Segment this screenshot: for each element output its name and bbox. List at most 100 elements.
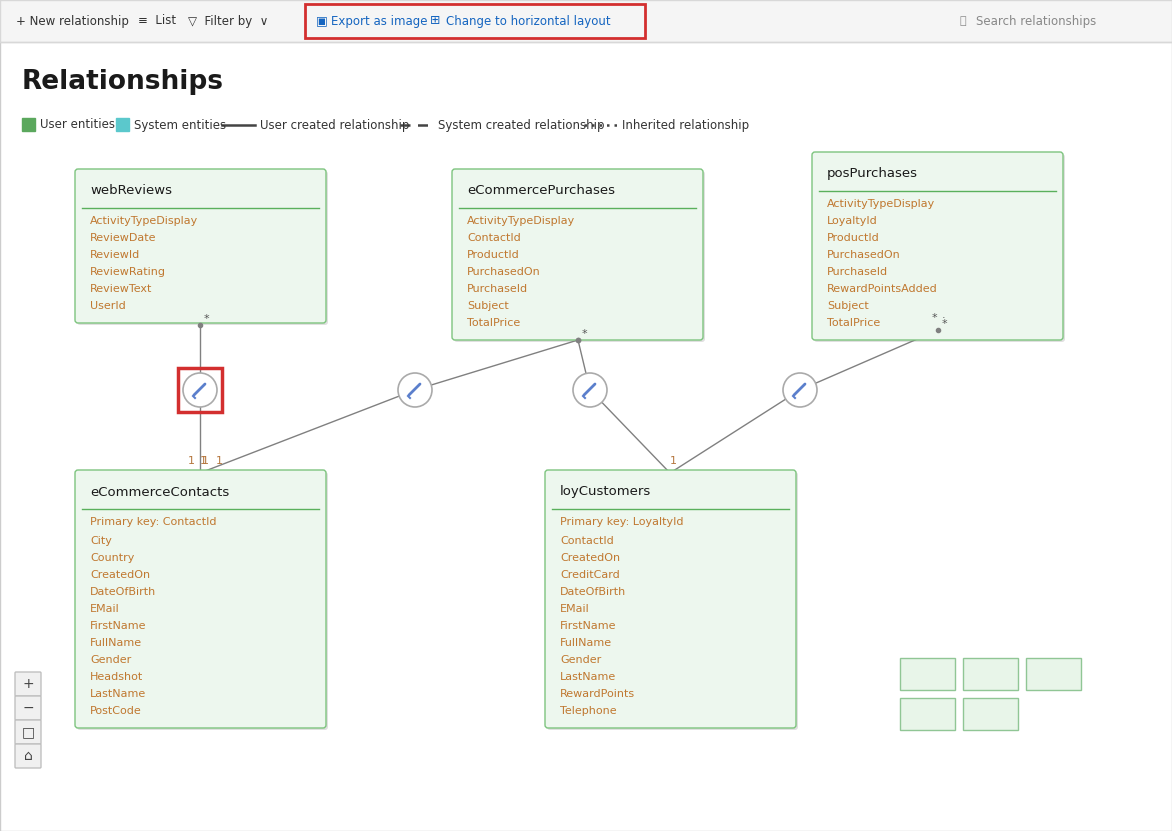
Text: User entities: User entities [40, 119, 115, 131]
Circle shape [573, 373, 607, 407]
Text: LastName: LastName [90, 689, 146, 699]
Text: ReviewRating: ReviewRating [90, 267, 166, 277]
Text: System entities: System entities [134, 119, 226, 131]
FancyBboxPatch shape [815, 154, 1065, 342]
Text: ⌂: ⌂ [23, 749, 33, 763]
Text: PurchaseId: PurchaseId [827, 267, 888, 277]
Text: PurchaseId: PurchaseId [466, 284, 529, 294]
Text: ReviewId: ReviewId [90, 250, 141, 260]
Text: Telephone: Telephone [560, 706, 616, 716]
Text: FullName: FullName [560, 638, 612, 648]
FancyBboxPatch shape [77, 472, 328, 730]
Text: DateOfBirth: DateOfBirth [90, 587, 156, 597]
Text: LastName: LastName [560, 672, 616, 682]
Text: + New relationship: + New relationship [16, 14, 129, 27]
Text: CreditCard: CreditCard [560, 570, 620, 580]
Text: Primary key: ContactId: Primary key: ContactId [90, 517, 217, 527]
Text: posPurchases: posPurchases [827, 168, 918, 180]
Text: ReviewText: ReviewText [90, 284, 152, 294]
FancyBboxPatch shape [547, 472, 798, 730]
Circle shape [783, 373, 817, 407]
Text: PostCode: PostCode [90, 706, 142, 716]
Text: Export as image: Export as image [331, 14, 428, 27]
FancyBboxPatch shape [75, 470, 326, 728]
FancyBboxPatch shape [452, 169, 703, 340]
Text: FirstName: FirstName [560, 621, 616, 631]
Text: ActivityTypeDisplay: ActivityTypeDisplay [827, 199, 935, 209]
Text: *: * [942, 319, 948, 329]
Text: City: City [90, 536, 111, 546]
FancyBboxPatch shape [545, 470, 796, 728]
Text: PurchasedOn: PurchasedOn [827, 250, 901, 260]
FancyBboxPatch shape [15, 720, 41, 744]
Text: Inherited relationship: Inherited relationship [622, 119, 749, 131]
Circle shape [183, 373, 217, 407]
Text: EMail: EMail [90, 604, 120, 614]
FancyBboxPatch shape [75, 169, 326, 323]
Text: 1: 1 [670, 456, 677, 466]
Text: eCommerceContacts: eCommerceContacts [90, 485, 230, 499]
Text: −: − [22, 701, 34, 715]
Text: webReviews: webReviews [90, 184, 172, 198]
FancyBboxPatch shape [963, 658, 1018, 690]
FancyBboxPatch shape [1026, 658, 1081, 690]
Text: Subject: Subject [466, 301, 509, 311]
Text: ▽  Filter by  ∨: ▽ Filter by ∨ [188, 14, 268, 27]
Text: 1: 1 [200, 456, 207, 466]
Text: +: + [22, 677, 34, 691]
Text: 1: 1 [202, 456, 209, 466]
Circle shape [398, 373, 432, 407]
FancyBboxPatch shape [900, 698, 955, 730]
FancyBboxPatch shape [15, 672, 41, 696]
Text: □: □ [21, 725, 34, 739]
Text: LoyaltyId: LoyaltyId [827, 216, 878, 226]
FancyBboxPatch shape [22, 118, 35, 131]
Text: RewardPoints: RewardPoints [560, 689, 635, 699]
Text: ProductId: ProductId [827, 233, 880, 243]
Text: EMail: EMail [560, 604, 590, 614]
Text: PurchasedOn: PurchasedOn [466, 267, 540, 277]
Text: ▣: ▣ [316, 14, 328, 27]
FancyBboxPatch shape [77, 171, 328, 325]
Text: ContactId: ContactId [466, 233, 520, 243]
Text: *: * [582, 329, 587, 339]
Text: ReviewDate: ReviewDate [90, 233, 157, 243]
Text: FirstName: FirstName [90, 621, 146, 631]
Text: Search relationships: Search relationships [976, 14, 1096, 27]
Text: UserId: UserId [90, 301, 125, 311]
FancyBboxPatch shape [15, 744, 41, 768]
FancyBboxPatch shape [454, 171, 706, 342]
Text: ·: · [942, 313, 946, 323]
Text: CreatedOn: CreatedOn [560, 553, 620, 563]
Text: eCommercePurchases: eCommercePurchases [466, 184, 615, 198]
Text: ProductId: ProductId [466, 250, 519, 260]
Text: 1: 1 [188, 456, 195, 466]
Text: RewardPointsAdded: RewardPointsAdded [827, 284, 938, 294]
FancyBboxPatch shape [0, 0, 1172, 42]
Text: Gender: Gender [560, 655, 601, 665]
FancyBboxPatch shape [812, 152, 1063, 340]
Text: ActivityTypeDisplay: ActivityTypeDisplay [90, 216, 198, 226]
FancyBboxPatch shape [116, 118, 129, 131]
Text: ⊞: ⊞ [430, 14, 441, 27]
FancyBboxPatch shape [15, 696, 41, 720]
Text: Relationships: Relationships [22, 69, 224, 95]
Text: *: * [204, 314, 210, 324]
Text: Country: Country [90, 553, 135, 563]
Text: CreatedOn: CreatedOn [90, 570, 150, 580]
Text: User created relationship: User created relationship [260, 119, 409, 131]
Text: 1: 1 [216, 456, 223, 466]
FancyBboxPatch shape [963, 698, 1018, 730]
Text: *: * [932, 313, 938, 323]
Text: Subject: Subject [827, 301, 868, 311]
Text: Primary key: LoyaltyId: Primary key: LoyaltyId [560, 517, 683, 527]
Text: ActivityTypeDisplay: ActivityTypeDisplay [466, 216, 575, 226]
Text: ContactId: ContactId [560, 536, 614, 546]
Text: Gender: Gender [90, 655, 131, 665]
FancyBboxPatch shape [900, 658, 955, 690]
Text: System created relationship: System created relationship [438, 119, 605, 131]
Text: 🔍: 🔍 [960, 16, 967, 26]
Text: loyCustomers: loyCustomers [560, 485, 652, 499]
Text: DateOfBirth: DateOfBirth [560, 587, 626, 597]
Text: TotalPrice: TotalPrice [827, 318, 880, 328]
